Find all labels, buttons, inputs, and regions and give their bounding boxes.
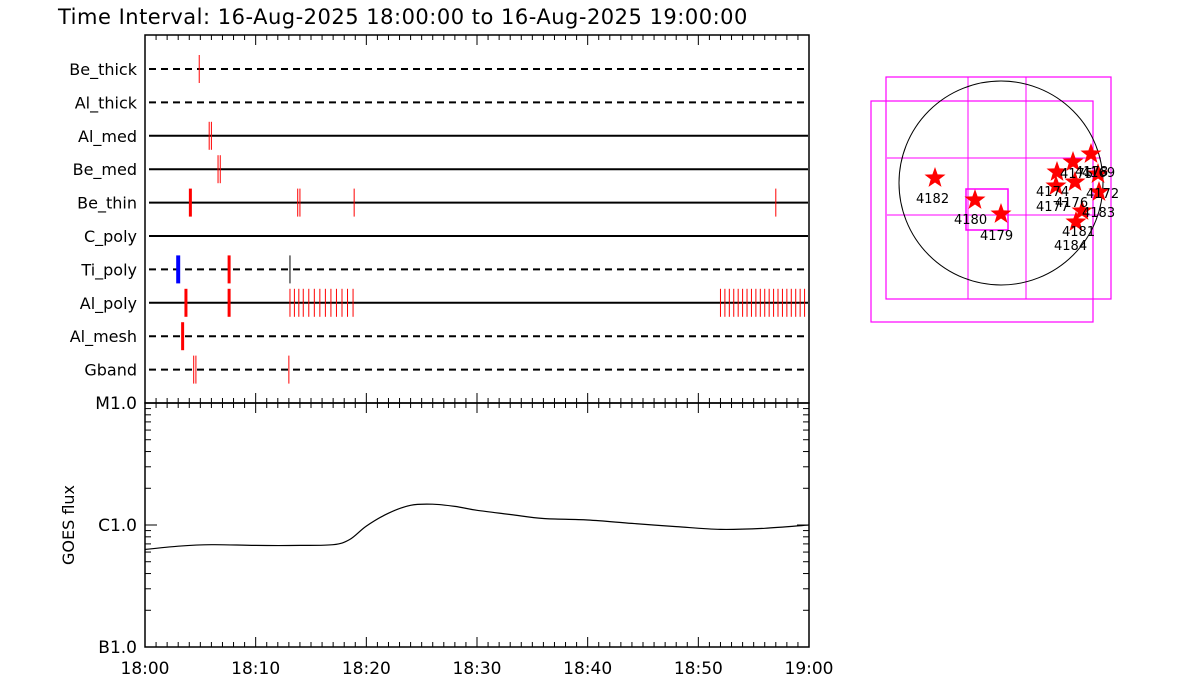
- timeline-frame: [144, 34, 810, 404]
- row-label-al_thick: Al_thick: [75, 93, 138, 113]
- row-label-be_thin: Be_thin: [77, 194, 137, 214]
- x-tick-label: 18:40: [563, 659, 612, 679]
- chart-title: Time Interval: 16-Aug-2025 18:00:00 to 1…: [57, 5, 748, 29]
- x-tick-label: 18:20: [342, 659, 391, 679]
- x-tick-label: 18:30: [453, 659, 502, 679]
- active-region-star: [1080, 143, 1102, 163]
- map-fov-box: [885, 76, 1112, 300]
- row-label-al_mesh: Al_mesh: [70, 327, 137, 347]
- active-region-label: 4178: [1075, 165, 1108, 180]
- active-region-star: [1065, 211, 1087, 231]
- active-region-label: 4175: [1060, 167, 1093, 182]
- y-tick-label: B1.0: [98, 638, 137, 658]
- active-region-star: [964, 189, 986, 209]
- active-region-label: 4174: [1036, 185, 1069, 200]
- active-region-label: 4172: [1086, 187, 1119, 202]
- map-fov-box: [870, 100, 1094, 323]
- x-tick-label: 18:10: [231, 659, 280, 679]
- active-region-label: 4181: [1062, 225, 1095, 240]
- goes-flux-line: [144, 503, 810, 551]
- active-region-star: [990, 203, 1012, 223]
- row-label-c_poly: C_poly: [84, 227, 137, 247]
- active-region-label: 4183: [1082, 206, 1115, 221]
- x-tick-label: 19:00: [785, 659, 834, 679]
- map-fov-box: [965, 188, 1009, 231]
- goes-frame: [144, 402, 810, 648]
- row-label-be_med: Be_med: [73, 160, 137, 180]
- active-region-label: 4176: [1055, 196, 1088, 211]
- y-axis-label: GOES flux: [59, 485, 78, 565]
- row-label-al_med: Al_med: [78, 127, 137, 147]
- active-region-star: [1071, 200, 1093, 220]
- active-region-label: 4177: [1036, 200, 1069, 215]
- active-region-label: 4182: [916, 192, 949, 207]
- active-region-star: [1046, 161, 1068, 181]
- row-label-be_thick: Be_thick: [69, 60, 137, 80]
- row-label-ti_poly: Ti_poly: [80, 260, 137, 280]
- y-tick-label: C1.0: [98, 516, 137, 536]
- row-label-al_poly: Al_poly: [80, 294, 137, 314]
- row-label-gband: Gband: [84, 361, 137, 380]
- solar-limb: [898, 80, 1104, 286]
- active-region-star: [1088, 181, 1110, 201]
- active-region-star: [1045, 175, 1067, 195]
- goes-flux-panel: B1.0 C1.0 M1.0 GOES flux 18:00 18:10 18:20 18:3…: [59, 394, 834, 679]
- timeline-panel: Be_thick Al_thick Al_med Be_med Be_thin C_pol…: [69, 34, 810, 404]
- active-region-star: [1062, 151, 1084, 171]
- y-tick-label: M1.0: [95, 394, 137, 414]
- x-tick-label: 18:00: [121, 659, 170, 679]
- active-region-label: 4180: [954, 213, 987, 228]
- active-region-star: [1064, 171, 1086, 191]
- x-tick-label: 18:50: [674, 659, 723, 679]
- active-region-label: 4169: [1082, 166, 1115, 181]
- active-region-label: 4179: [980, 229, 1013, 244]
- active-region-label: 4184: [1054, 239, 1087, 254]
- active-region-star: [924, 167, 946, 187]
- active-region-star: [1087, 163, 1109, 183]
